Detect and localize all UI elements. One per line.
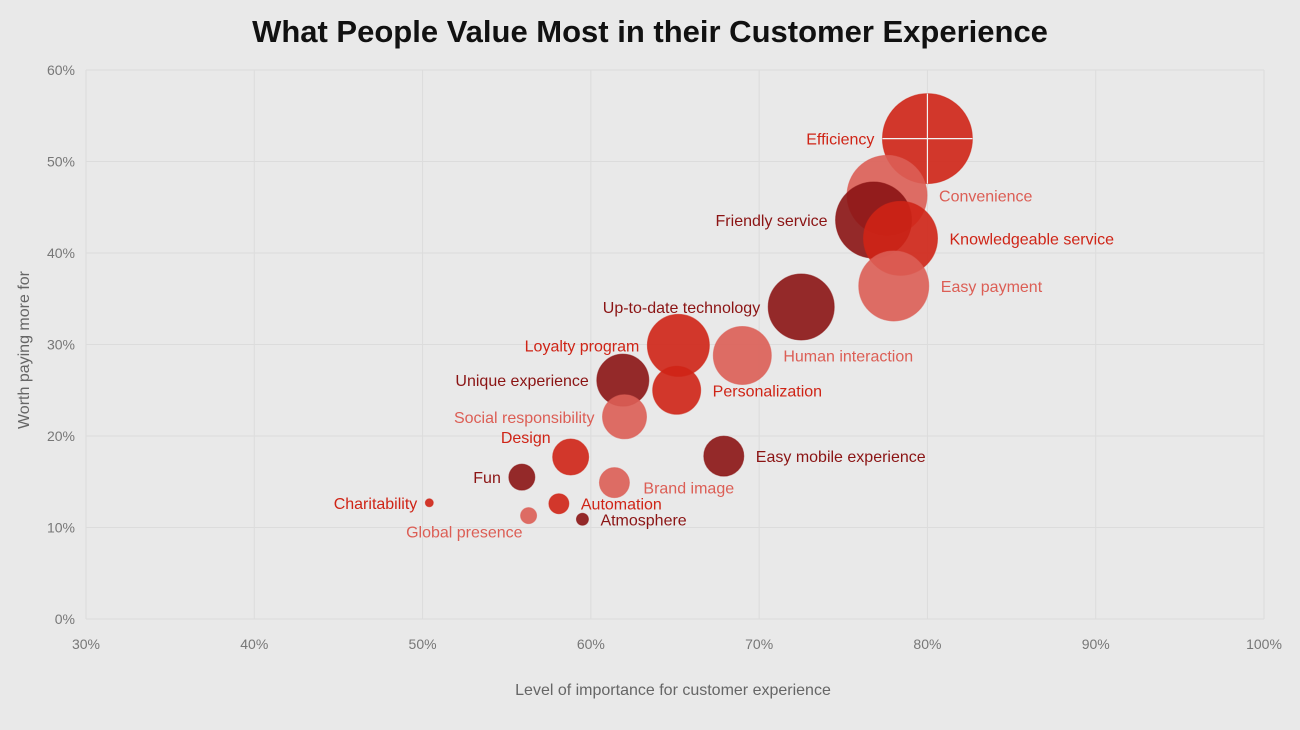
x-tick-label: 90%: [1082, 636, 1110, 652]
bubble: [602, 394, 648, 440]
bubble-label: Personalization: [713, 383, 822, 400]
x-tick-label: 100%: [1246, 636, 1282, 652]
x-tick-label: 60%: [577, 636, 605, 652]
bubble-label: Design: [501, 430, 551, 447]
y-tick-label: 50%: [47, 154, 75, 170]
x-axis-ticks: 30% 40% 50% 60% 70% 80% 90% 100%: [72, 636, 1282, 652]
x-tick-label: 80%: [913, 636, 941, 652]
bubble-label: Atmosphere: [600, 512, 686, 529]
bubble-label: Friendly service: [716, 213, 828, 230]
x-tick-label: 50%: [409, 636, 437, 652]
bubble-label: Fun: [473, 470, 501, 487]
bubble: [552, 438, 590, 476]
bubble-label: Social responsibility: [454, 410, 595, 427]
bubble-label: Global presence: [406, 525, 523, 542]
bubble-label: Up-to-date technology: [603, 300, 760, 317]
y-tick-label: 30%: [47, 337, 75, 353]
bubble: [520, 507, 538, 525]
bubble: [703, 435, 745, 477]
chart-title: What People Value Most in their Customer…: [252, 14, 1048, 49]
bubble-label: Convenience: [939, 188, 1033, 205]
y-tick-label: 20%: [47, 428, 75, 444]
y-tick-label: 40%: [47, 245, 75, 261]
bubble-label: Easy mobile experience: [756, 449, 926, 466]
y-axis-ticks: 0% 10% 20% 30% 40% 50% 60%: [47, 62, 75, 627]
x-tick-label: 30%: [72, 636, 100, 652]
bubble-label: Loyalty program: [525, 338, 640, 355]
bubble: [858, 250, 930, 322]
bubble: [424, 498, 434, 508]
gridlines: [85, 69, 1265, 620]
bubble: [508, 463, 536, 491]
bubble-label: Charitability: [334, 496, 418, 513]
x-tick-label: 40%: [240, 636, 268, 652]
bubble-label: Human interaction: [783, 348, 913, 365]
bubble-label: Unique experience: [455, 373, 589, 390]
y-axis-label: Worth paying more for: [16, 270, 33, 429]
bubble: [575, 512, 589, 526]
bubble-labels: Efficiency Convenience Friendly service Kno…: [334, 93, 1115, 542]
y-tick-label: 10%: [47, 520, 75, 536]
bubble-label: Knowledgeable service: [950, 231, 1115, 248]
y-tick-label: 0%: [55, 611, 75, 627]
bubble: [767, 273, 835, 341]
bubble-label: Efficiency: [806, 132, 874, 149]
bubble-label: Automation: [581, 497, 662, 514]
bubble: [548, 493, 570, 515]
y-tick-label: 60%: [47, 62, 75, 78]
bubble: [712, 325, 772, 385]
bubble-label: Brand image: [643, 481, 734, 498]
x-tick-label: 70%: [745, 636, 773, 652]
x-axis-label: Level of importance for customer experie…: [515, 682, 831, 699]
bubble: [652, 365, 702, 415]
bubble-label: Easy payment: [941, 279, 1043, 296]
bubble: [598, 467, 630, 499]
